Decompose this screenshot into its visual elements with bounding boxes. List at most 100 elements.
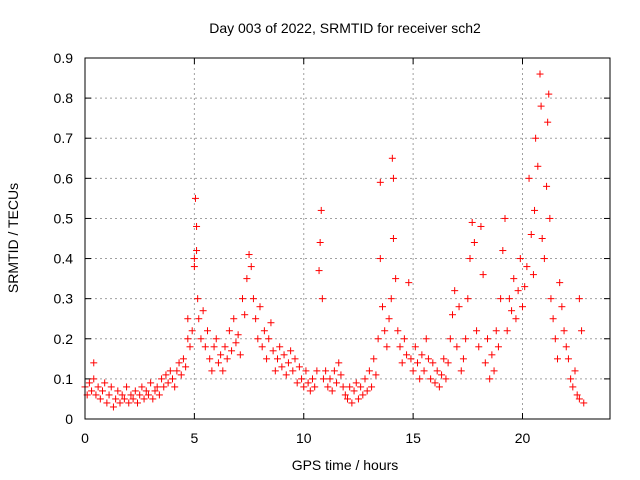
data-point (365, 367, 373, 375)
data-point (114, 387, 122, 395)
data-point (416, 375, 424, 383)
y-axis-label: SRMTID / TECUs (5, 183, 21, 293)
data-point (376, 178, 384, 186)
x-tick-label: 0 (81, 430, 89, 446)
data-point (392, 275, 400, 283)
data-point (166, 367, 174, 375)
x-tick-label: 5 (190, 430, 198, 446)
data-point (449, 311, 456, 319)
data-point (374, 335, 382, 343)
data-point (210, 343, 218, 351)
data-point (136, 391, 144, 399)
data-point (333, 379, 341, 387)
data-point (479, 271, 487, 279)
chart-title: Day 003 of 2022, SRMTID for receiver sch… (209, 20, 481, 36)
data-point (359, 391, 367, 399)
data-point (411, 343, 419, 351)
data-point (564, 355, 572, 363)
data-point (326, 375, 334, 383)
data-point (422, 335, 430, 343)
data-point (282, 371, 290, 379)
data-point (88, 387, 96, 395)
data-point (341, 391, 349, 399)
x-tick-label: 10 (296, 430, 312, 446)
data-point (381, 327, 389, 335)
x-tick-label: 20 (515, 430, 531, 446)
data-point (291, 355, 299, 363)
data-point (239, 295, 246, 303)
data-point (184, 335, 192, 343)
data-point (516, 255, 524, 263)
data-point (388, 154, 396, 162)
data-point (103, 399, 111, 407)
data-point (376, 255, 384, 263)
data-point (519, 303, 526, 311)
data-point (544, 118, 552, 126)
data-point (578, 327, 586, 335)
data-point (484, 335, 491, 343)
data-point (225, 327, 233, 335)
data-point (435, 383, 443, 391)
data-point (193, 222, 201, 230)
data-point (532, 134, 540, 142)
data-point (523, 263, 531, 271)
data-point (142, 387, 150, 395)
data-point (144, 391, 152, 399)
data-points (81, 70, 588, 411)
data-point (278, 363, 286, 371)
data-point (179, 355, 187, 363)
data-point (118, 391, 126, 399)
data-point (169, 375, 176, 383)
data-point (201, 343, 209, 351)
data-point (361, 375, 369, 383)
data-point (131, 387, 139, 395)
data-point (287, 347, 295, 355)
y-tick-label: 0.7 (54, 130, 74, 146)
data-point (313, 367, 321, 375)
data-point (247, 263, 255, 271)
data-point (567, 375, 575, 383)
data-point (155, 391, 163, 399)
data-point (228, 347, 236, 355)
data-point (494, 343, 502, 351)
data-point (322, 367, 330, 375)
data-point (446, 335, 454, 343)
data-point (258, 343, 266, 351)
data-point (379, 303, 386, 311)
data-point (396, 343, 404, 351)
data-point (267, 319, 275, 327)
data-point (335, 359, 343, 367)
data-point (149, 395, 157, 403)
data-point (123, 383, 131, 391)
data-point (429, 359, 437, 367)
data-point (306, 387, 314, 395)
data-point (234, 331, 242, 339)
data-point (298, 375, 306, 383)
data-point (346, 383, 354, 391)
data-point (316, 239, 324, 247)
data-point (481, 359, 489, 367)
data-point (232, 339, 240, 347)
data-point (94, 383, 102, 391)
data-point (284, 359, 292, 367)
y-tick-label: 0.6 (54, 170, 74, 186)
data-point (462, 335, 470, 343)
data-point (372, 371, 380, 379)
data-point (171, 383, 179, 391)
data-point (531, 206, 539, 214)
data-point (85, 379, 93, 387)
data-point (120, 395, 128, 403)
data-point (330, 367, 338, 375)
data-point (473, 327, 481, 335)
data-point (538, 235, 546, 242)
data-point (101, 379, 109, 387)
data-point (477, 222, 485, 230)
data-point (521, 283, 529, 291)
data-point (383, 343, 391, 351)
data-point (470, 239, 478, 247)
data-point (302, 367, 310, 375)
data-point (387, 295, 395, 303)
data-point (151, 387, 159, 395)
data-point (512, 315, 520, 323)
